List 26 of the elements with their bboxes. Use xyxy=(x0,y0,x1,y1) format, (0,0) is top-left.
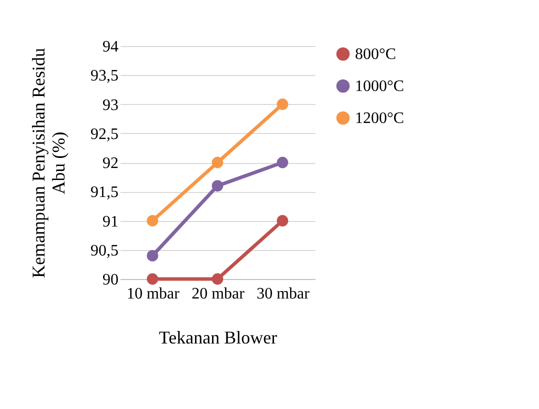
y-tick-label: 92 xyxy=(102,155,118,172)
point xyxy=(276,98,288,110)
point xyxy=(276,215,288,226)
point xyxy=(212,156,224,168)
legend-label: 1000°C xyxy=(355,78,404,95)
y-axis-title: Kemampuan Penyisihan Residu Abu (%) xyxy=(28,48,68,278)
point xyxy=(212,273,224,285)
y-tick-label: 91,5 xyxy=(90,184,118,202)
y-tick-label: 92,5 xyxy=(90,126,118,143)
x-tick-label: 10 mbar xyxy=(126,286,180,302)
legend-label: 1200°C xyxy=(355,110,404,127)
point xyxy=(146,250,158,262)
y-tick-label: 93 xyxy=(102,96,118,114)
point xyxy=(146,273,158,285)
y-tick-label: 90,5 xyxy=(90,242,118,260)
point xyxy=(146,215,158,226)
y-tick-label: 94 xyxy=(102,38,118,56)
x-axis-title: Tekanan Blower xyxy=(158,328,278,348)
point xyxy=(276,156,288,168)
y-tick-label: 93,5 xyxy=(90,68,118,85)
x-tick-label: 20 mbar xyxy=(192,286,246,302)
legend-label: 800°C xyxy=(355,46,396,63)
y-tick-label: 91 xyxy=(102,213,118,230)
x-tick-label: 30 mbar xyxy=(256,286,310,302)
point xyxy=(212,180,224,192)
y-tick-label: 90 xyxy=(102,272,118,288)
